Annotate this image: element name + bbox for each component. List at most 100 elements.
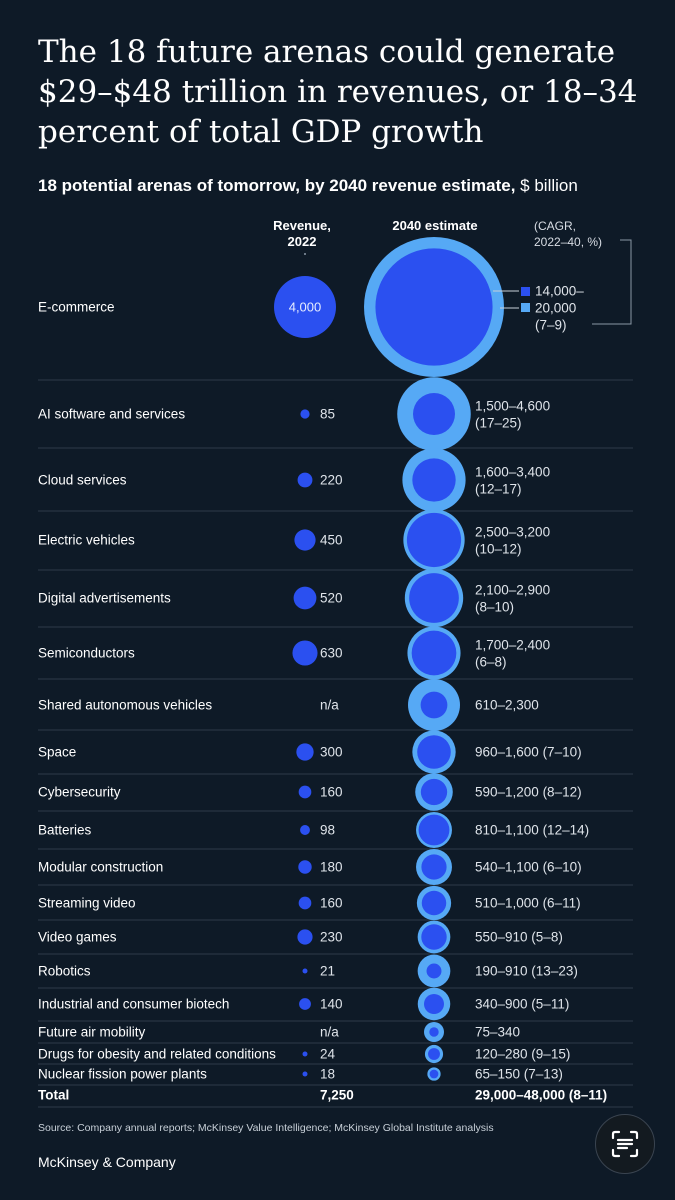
row-label: Digital advertisements (38, 591, 171, 606)
row-label: Cloud services (38, 473, 127, 488)
row-label: E-commerce (38, 300, 115, 315)
row-label: Batteries (38, 823, 92, 838)
row-label: Drugs for obesity and related conditions (38, 1047, 276, 1062)
revenue-2022-value: 220 (320, 473, 343, 488)
estimate-low-bubble (426, 963, 442, 979)
cagr-value: (17–25) (475, 416, 522, 431)
revenue-2022-bubble (292, 640, 318, 666)
estimate-low-bubble (409, 573, 459, 623)
col-header-estimate: 2040 estimate (392, 218, 478, 233)
brand-logo-text: McKinsey & Company (38, 1154, 176, 1170)
estimate-value: 190–910 (13–23) (475, 964, 578, 979)
estimate-low-bubble (417, 735, 451, 769)
estimate-low-bubble (424, 994, 444, 1014)
revenue-2022-bubble (300, 825, 310, 835)
cagr-value: (12–17) (475, 482, 522, 497)
estimate-value: 610–2,300 (475, 698, 539, 713)
revenue-2022-bubble (297, 929, 313, 945)
estimate-value: 2,100–2,900 (475, 583, 550, 598)
revenue-2022-value: n/a (320, 698, 339, 713)
estimate-low-bubble (418, 814, 450, 846)
revenue-2022-bubble (298, 860, 312, 874)
revenue-2022-value: n/a (320, 1025, 339, 1040)
estimate-low-bubble (429, 1069, 439, 1079)
cagr-bracket (592, 239, 632, 325)
estimate-value: 75–340 (475, 1025, 520, 1040)
legend-high-label: 20,000 (535, 301, 576, 316)
live-text-scan-button[interactable] (595, 1114, 655, 1174)
row-label: Industrial and consumer biotech (38, 997, 229, 1012)
col-header-cagr: (CAGR, 2022–40, %) (534, 218, 602, 250)
cagr-value: (6–8) (475, 655, 507, 670)
revenue-2022-value: 98 (320, 823, 335, 838)
revenue-2022-bubble (302, 1051, 308, 1057)
estimate-value: 960–1,600 (7–10) (475, 745, 582, 760)
estimate-value: 540–1,100 (6–10) (475, 860, 582, 875)
revenue-2022-value: 300 (320, 745, 343, 760)
estimate-low-bubble (420, 778, 448, 806)
revenue-2022-bubble (294, 529, 316, 551)
revenue-2022-value: 160 (320, 896, 343, 911)
estimate-low-bubble (411, 630, 457, 676)
revenue-2022-value: 21 (320, 964, 335, 979)
estimate-value: 1,500–4,600 (475, 399, 550, 414)
revenue-2022-value: 180 (320, 860, 343, 875)
revenue-2022-bubble (298, 896, 312, 910)
estimate-low-bubble (428, 1048, 440, 1060)
row-label: Cybersecurity (38, 785, 121, 800)
estimate-low-bubble (375, 248, 493, 366)
revenue-2022-value: 160 (320, 785, 343, 800)
row-label: Future air mobility (38, 1025, 146, 1040)
revenue-2022-value: 18 (320, 1067, 335, 1082)
legend-cagr-label: (7–9) (535, 318, 567, 333)
estimate-value: 550–910 (5–8) (475, 930, 563, 945)
header-dot (304, 253, 306, 255)
row-label: Robotics (38, 964, 91, 979)
row-label: Shared autonomous vehicles (38, 698, 212, 713)
estimate-value: 810–1,100 (12–14) (475, 823, 589, 838)
col-header-revenue: Revenue, 2022 (262, 218, 342, 250)
col-header-revenue-line1: Revenue, (273, 218, 331, 233)
revenue-2022-bubble (274, 276, 336, 338)
col-header-cagr-line2: 2022–40, %) (534, 235, 603, 249)
chart-subtitle: 18 potential arenas of tomorrow, by 2040… (38, 176, 578, 196)
source-note: Source: Company annual reports; McKinsey… (38, 1122, 494, 1134)
live-text-scan-icon (611, 1130, 639, 1158)
estimate-value: 120–280 (9–15) (475, 1047, 570, 1062)
estimate-low-bubble (413, 393, 455, 435)
estimate-low-bubble (421, 854, 447, 880)
revenue-2022-value: 230 (320, 930, 343, 945)
cagr-value: (8–10) (475, 600, 514, 615)
estimate-value: 1,600–3,400 (475, 465, 550, 480)
revenue-2022-value: 24 (320, 1047, 336, 1062)
estimate-low-bubble (406, 512, 462, 568)
estimate-low-bubble (421, 924, 447, 950)
revenue-2022-bubble (296, 743, 314, 761)
subtitle-unit: $ billion (520, 176, 578, 195)
revenue-2022-bubble (297, 472, 313, 488)
row-label: Electric vehicles (38, 533, 135, 548)
revenue-2022-bubble (299, 998, 311, 1010)
subtitle-text: 18 potential arenas of tomorrow, by 2040… (38, 176, 516, 195)
row-label: Streaming video (38, 896, 136, 911)
legend-low-swatch (521, 287, 530, 296)
estimate-low-bubble (412, 458, 456, 502)
revenue-2022-value: 140 (320, 997, 343, 1012)
revenue-2022-bubble (298, 785, 312, 799)
estimate-low-bubble (421, 890, 447, 916)
revenue-2022-value: 450 (320, 533, 343, 548)
estimate-value: 1,700–2,400 (475, 638, 550, 653)
total-label: Total (38, 1088, 69, 1103)
revenue-2022-value: 630 (320, 646, 343, 661)
row-label: Video games (38, 930, 117, 945)
legend-high-swatch (521, 303, 530, 312)
legend-low-label: 14,000– (535, 284, 584, 299)
estimate-low-bubble (420, 691, 448, 719)
revenue-2022-value: 4,000 (289, 300, 322, 315)
revenue-2022-value: 520 (320, 591, 343, 606)
revenue-2022-bubble (293, 586, 317, 610)
estimate-value: 510–1,000 (6–11) (475, 896, 581, 911)
col-header-cagr-line1: (CAGR, (534, 219, 576, 233)
